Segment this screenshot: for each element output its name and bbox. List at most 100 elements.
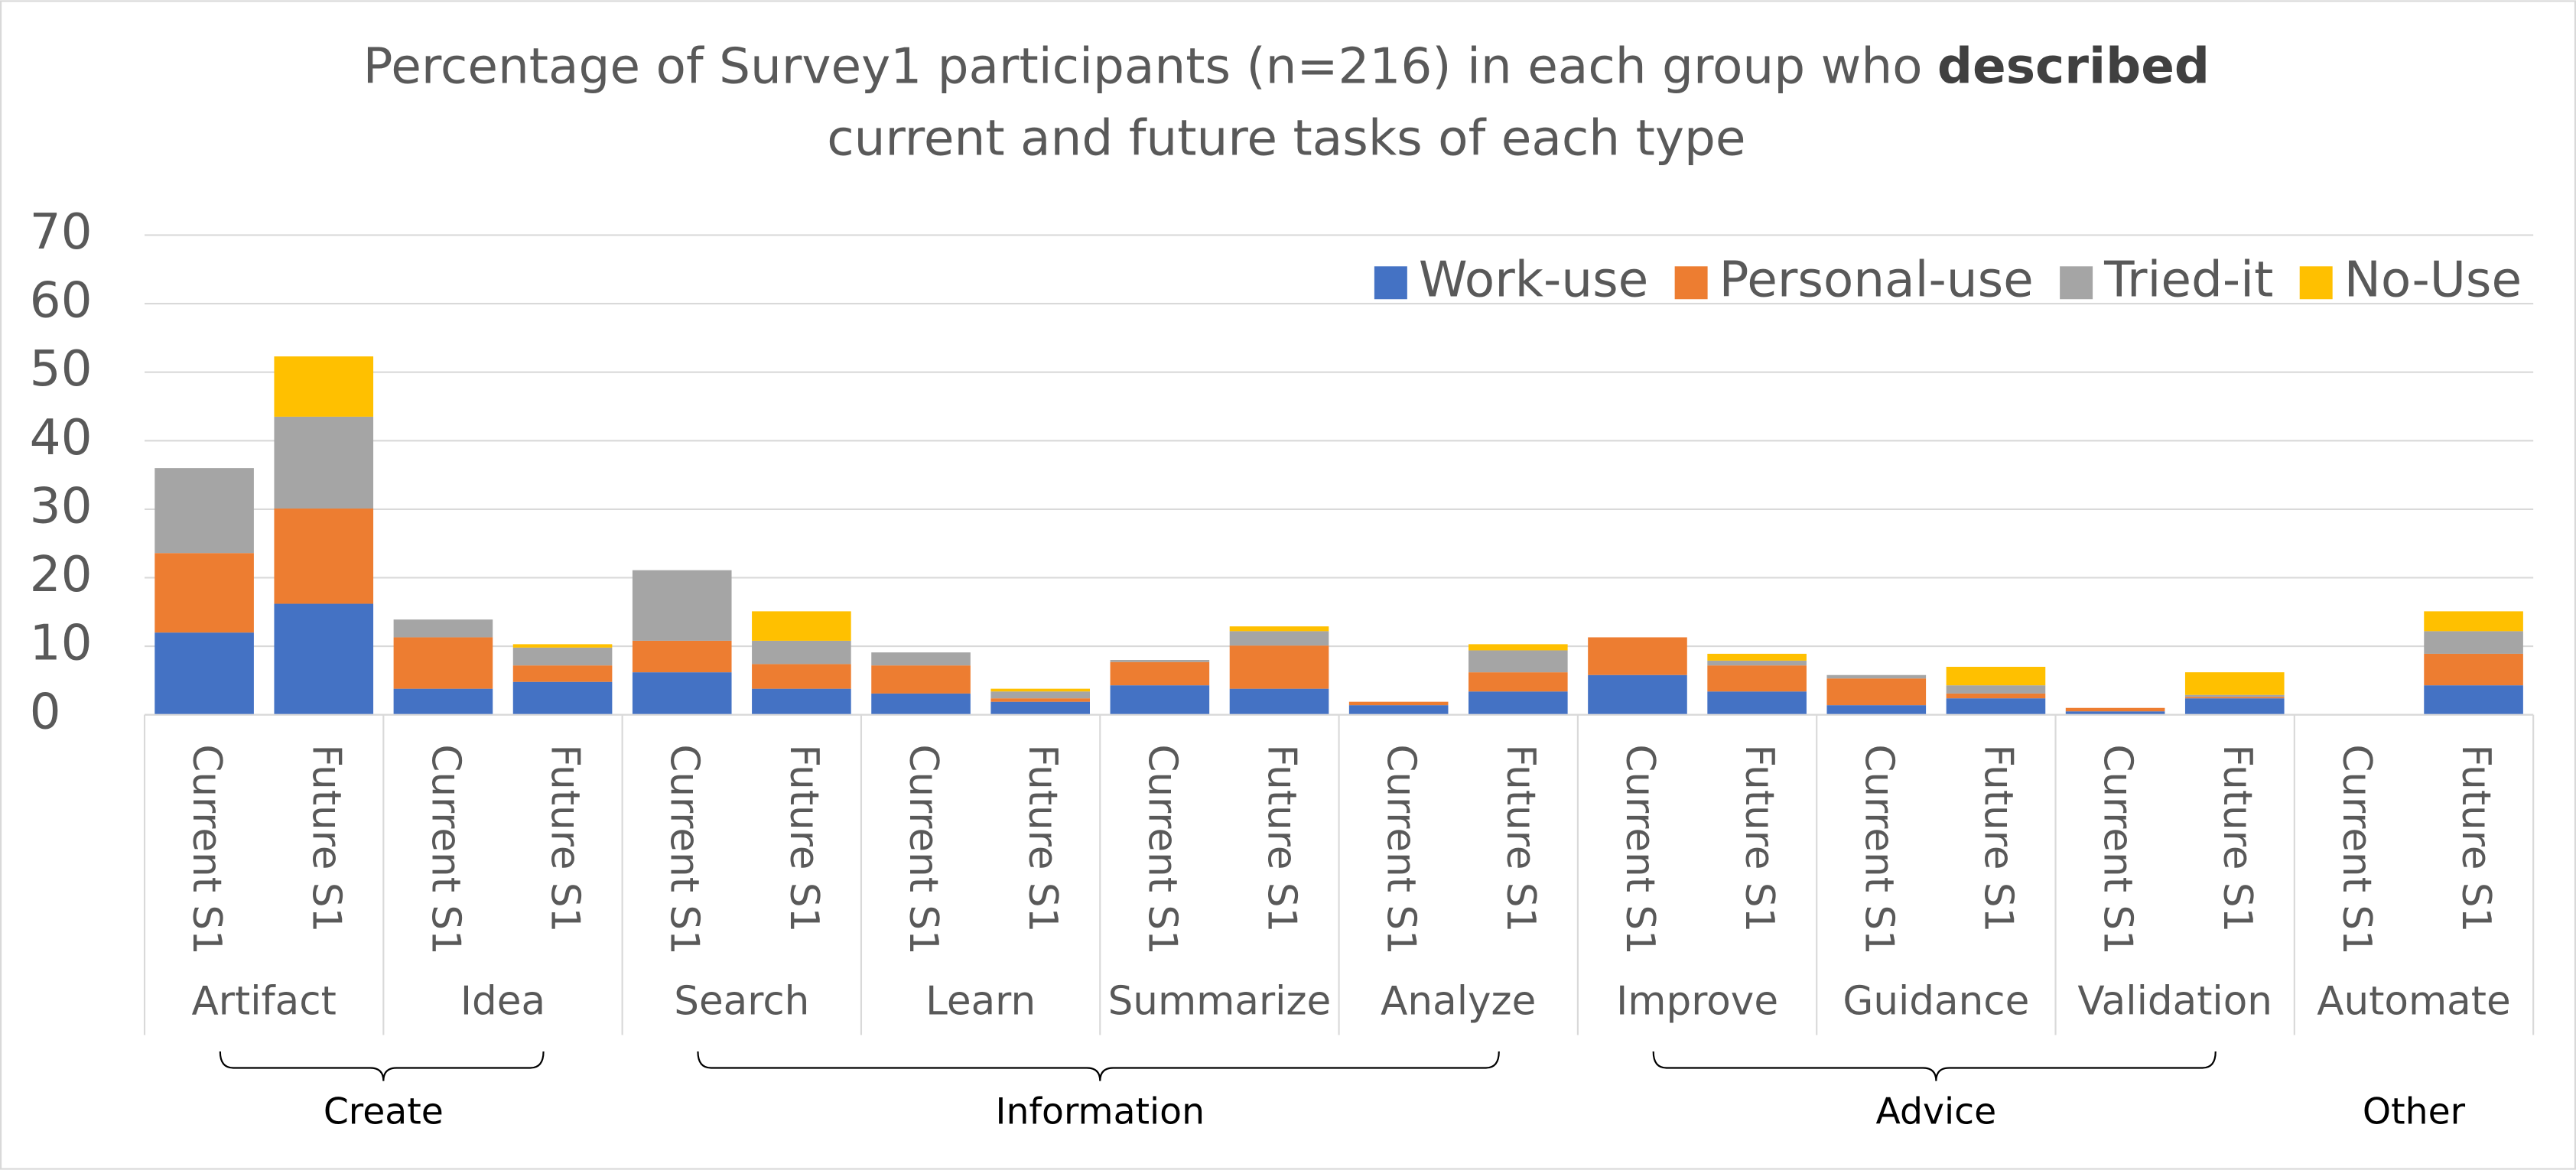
bar-segment: [2065, 707, 2165, 712]
y-tick-label: 40: [30, 409, 93, 466]
legend-label: Tried-it: [2103, 251, 2273, 308]
subgroup-label: Automate: [2317, 979, 2510, 1025]
bar-segment: [752, 640, 851, 665]
bar-segment: [393, 688, 493, 715]
subgroup-label: Analyze: [1381, 979, 1536, 1025]
y-tick-label: 10: [30, 615, 93, 672]
bar-segment: [274, 356, 374, 417]
group-label: Advice: [1876, 1091, 1997, 1133]
y-tick-label: 20: [30, 546, 93, 603]
group-label: Create: [324, 1091, 444, 1133]
x-tick-label: Current S1: [1378, 744, 1424, 955]
x-tick-label: Current S1: [2095, 744, 2141, 955]
x-tick-label: Current S1: [184, 744, 229, 955]
bar-segment: [632, 570, 732, 641]
x-tick-label: Future S1: [1259, 744, 1305, 932]
x-tick-label: Current S1: [1617, 744, 1663, 955]
chart-title: current and future tasks of each type: [827, 110, 1745, 167]
subgroup-label: Learn: [925, 979, 1036, 1025]
bar-segment: [1229, 645, 1329, 689]
bar-segment: [1110, 660, 1210, 662]
bar-segment: [752, 688, 851, 715]
legend-swatch: [1374, 266, 1407, 300]
bar-segment: [154, 468, 254, 554]
bar-segment: [1110, 661, 1210, 686]
bar-segment: [752, 611, 851, 641]
bar-segment: [2184, 698, 2285, 715]
bar-segment: [1826, 674, 1927, 679]
bar-segment: [512, 644, 613, 648]
x-tick-label: Future S1: [781, 744, 827, 932]
subgroup-label: Summarize: [1108, 979, 1332, 1025]
bar-segment: [1469, 691, 1568, 715]
bar-segment: [1588, 674, 1687, 715]
bar-segment: [871, 665, 971, 694]
bar-segment: [990, 691, 1091, 699]
x-tick-label: Current S1: [900, 744, 946, 955]
bar-segment: [512, 647, 613, 666]
bar-segment: [2424, 611, 2523, 632]
bar-segment: [1946, 666, 2046, 686]
bar-segment: [1348, 701, 1449, 706]
group-bracket: [697, 1051, 1500, 1081]
subgroup-label: Search: [674, 979, 809, 1025]
bar-segment: [393, 619, 493, 638]
bar-segment: [1229, 688, 1329, 715]
bar-segment: [1110, 685, 1210, 715]
y-tick-label: 30: [30, 477, 93, 535]
bar-segment: [512, 665, 613, 682]
group-label: Other: [2363, 1091, 2466, 1133]
x-tick-label: Future S1: [1498, 744, 1543, 932]
legend-swatch: [2299, 266, 2333, 300]
subgroup-label: Idea: [460, 979, 545, 1025]
bar-segment: [1707, 660, 1807, 666]
x-tick-label: Future S1: [2453, 744, 2499, 932]
chart-title: Percentage of Survey1 participants (n=21…: [363, 37, 2210, 95]
bar-segment: [990, 701, 1091, 715]
x-tick-label: Future S1: [1736, 744, 1782, 932]
bar-segment: [1229, 626, 1329, 632]
bar-segment: [1946, 685, 2046, 694]
x-tick-label: Current S1: [422, 744, 468, 955]
x-tick-label: Current S1: [1856, 744, 1901, 955]
bar-segment: [871, 693, 971, 715]
bar-segment: [1469, 672, 1568, 692]
bar-segment: [1946, 693, 2046, 699]
bar-segment: [632, 640, 732, 673]
subgroup-label: Artifact: [192, 979, 337, 1025]
subgroup-label: Improve: [1616, 979, 1778, 1025]
bar-segment: [2184, 697, 2285, 699]
title-line: Percentage of Survey1 participants (n=21…: [363, 37, 1923, 95]
x-tick-label: Future S1: [542, 744, 588, 932]
bar-segment: [2184, 672, 2285, 695]
y-tick-label: 50: [30, 340, 93, 398]
x-tick-label: Future S1: [303, 744, 349, 932]
x-tick-label: Future S1: [1020, 744, 1065, 932]
bar-segment: [990, 688, 1091, 692]
bar-segment: [1826, 678, 1927, 706]
bar-segment: [274, 603, 374, 715]
x-tick-label: Future S1: [2214, 744, 2260, 932]
bar-segment: [1946, 698, 2046, 715]
bar-segment: [1707, 665, 1807, 692]
bar-segment: [632, 672, 732, 715]
legend-swatch: [2060, 266, 2093, 300]
bar-segment: [752, 664, 851, 689]
group-label: Information: [996, 1091, 1205, 1133]
title-emphasis: described: [1937, 37, 2210, 95]
legend-label: Personal-use: [1719, 251, 2034, 308]
bar-segment: [512, 681, 613, 715]
bar-segment: [871, 652, 971, 666]
y-tick-label: 0: [30, 683, 61, 740]
group-bracket: [219, 1051, 545, 1081]
bar-segment: [1348, 705, 1449, 715]
bar-segment: [1707, 653, 1807, 661]
group-bracket: [1652, 1051, 2217, 1081]
bar-segment: [2424, 685, 2523, 715]
bar-segment: [990, 698, 1091, 702]
bar-segment: [154, 632, 254, 715]
bar-segment: [2424, 631, 2523, 654]
